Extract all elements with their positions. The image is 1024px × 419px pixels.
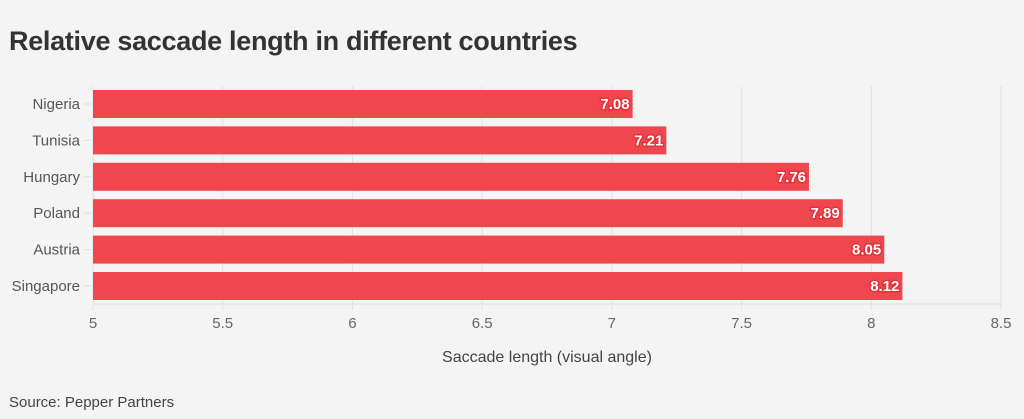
data-label: 7.89	[811, 205, 840, 222]
bar	[93, 90, 633, 118]
category-label: Hungary	[23, 169, 80, 186]
x-tick-label: 5	[89, 315, 97, 332]
x-tick-label: 7	[608, 315, 616, 332]
data-label: 8.05	[852, 242, 881, 259]
category-label: Poland	[33, 205, 80, 222]
chart-title: Relative saccade length in different cou…	[9, 26, 578, 56]
category-label: Tunisia	[32, 132, 80, 149]
data-label: 7.21	[634, 132, 663, 149]
x-tick-label: 7.5	[731, 315, 752, 332]
data-label: 8.12	[870, 278, 899, 295]
x-tick-label: 8	[867, 315, 875, 332]
category-label: Austria	[33, 242, 80, 259]
x-tick-label: 6.5	[472, 315, 493, 332]
x-tick-label: 5.5	[212, 315, 233, 332]
x-axis-title: Saccade length (visual angle)	[442, 349, 652, 366]
category-label: Singapore	[12, 278, 80, 295]
data-label: 7.08	[600, 96, 629, 113]
bar	[93, 162, 810, 191]
bar	[93, 126, 667, 155]
bar	[93, 235, 885, 264]
bar	[93, 199, 843, 228]
data-label: 7.76	[777, 169, 806, 186]
category-label: Nigeria	[32, 96, 80, 113]
bar	[93, 272, 903, 300]
x-tick-label: 8.5	[991, 315, 1012, 332]
source-note: Source: Pepper Partners	[9, 394, 175, 411]
x-tick-label: 6	[348, 315, 356, 332]
